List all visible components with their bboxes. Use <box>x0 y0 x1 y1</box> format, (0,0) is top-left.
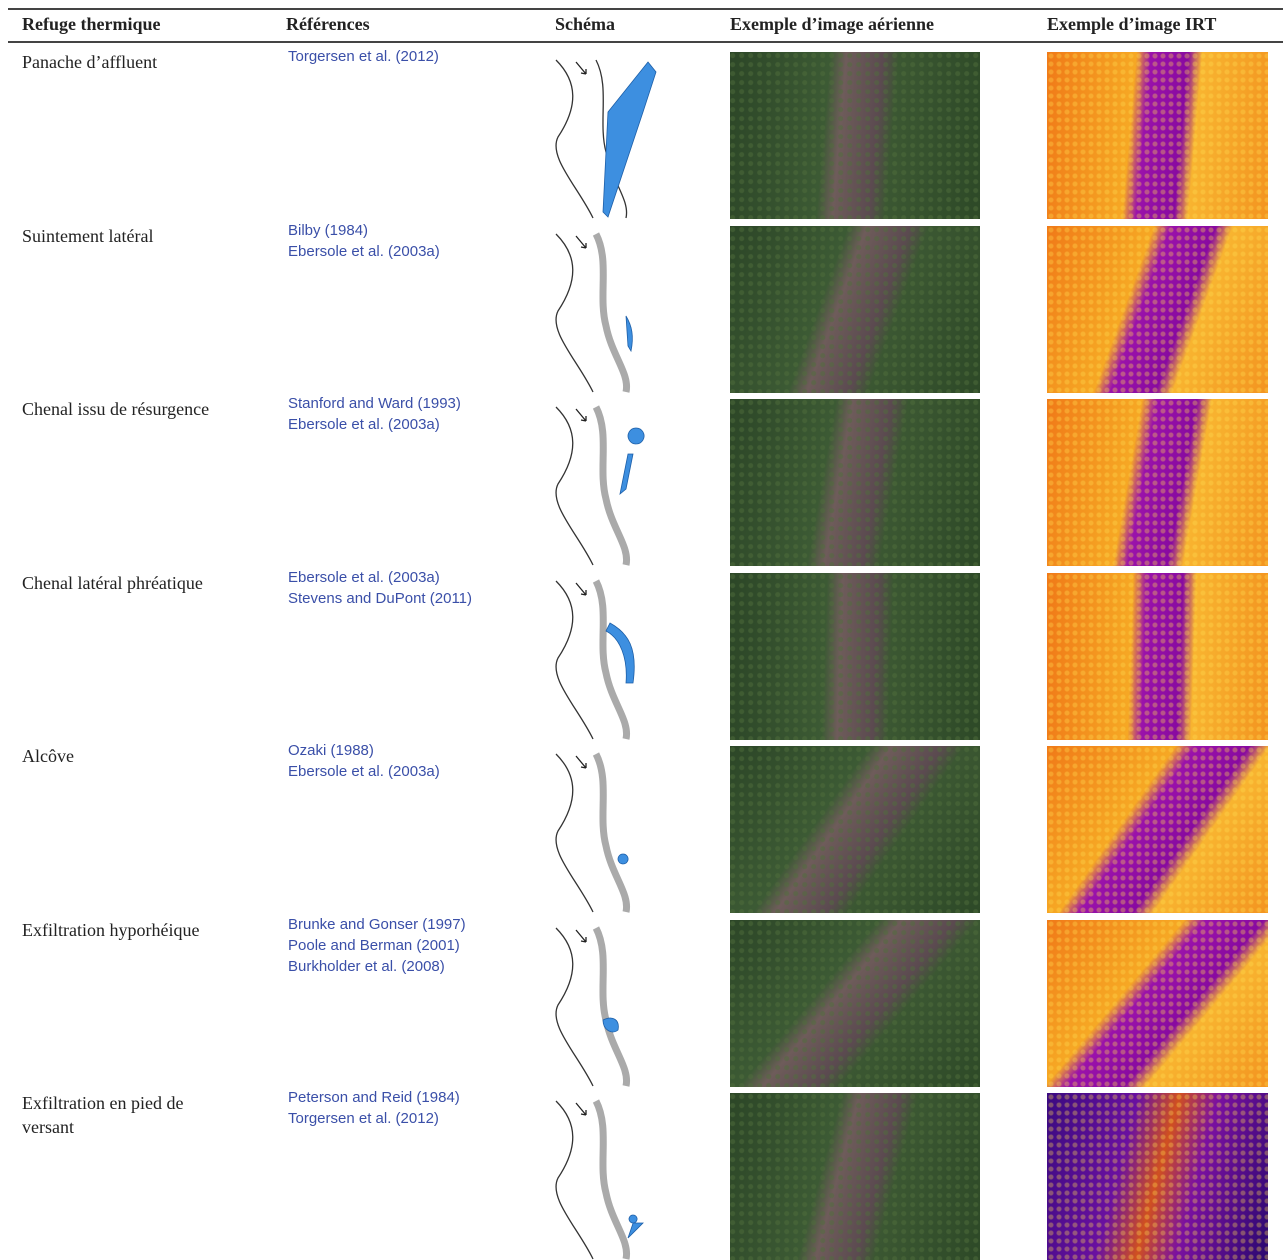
row-label: Exfiltration en pied de versant <box>22 1093 184 1137</box>
flow-arrow <box>575 408 587 422</box>
schema <box>555 405 645 566</box>
row-label: Chenal issu de résurgence <box>22 399 210 419</box>
references: Torgersen et al. (2012) <box>288 46 439 67</box>
row-label: Alcôve <box>22 746 74 766</box>
aerial-image <box>730 919 980 1087</box>
refuge-shape <box>627 1214 644 1239</box>
schema <box>555 578 635 740</box>
top-rule <box>8 8 1283 10</box>
irt-image <box>1047 572 1268 740</box>
irt-image <box>1047 1093 1268 1260</box>
refuge-shape <box>605 621 635 683</box>
schema <box>555 59 657 219</box>
refuge-shape <box>625 315 633 352</box>
column-header: Exemple d’image aérienne <box>730 14 934 34</box>
aerial-image <box>730 399 980 566</box>
bank <box>592 925 631 1087</box>
column-header: Refuge thermique <box>22 14 161 34</box>
header-rule <box>8 41 1283 43</box>
aerial-image <box>730 225 980 393</box>
schema <box>555 752 631 913</box>
irt-image <box>1047 225 1268 393</box>
aerial-image <box>730 572 980 740</box>
reference: Stanford and Ward (1993) <box>288 395 461 412</box>
bank <box>592 231 631 393</box>
irt-image <box>1047 52 1268 219</box>
irt-image <box>1047 399 1268 566</box>
schema <box>555 1099 644 1260</box>
bank <box>592 1099 631 1260</box>
reference: Peterson and Reid (1984) <box>288 1089 460 1106</box>
flow-arrow <box>575 235 587 249</box>
bank <box>555 1100 594 1260</box>
irt-image <box>1047 919 1268 1087</box>
aerial-image <box>730 746 980 913</box>
references: Ebersole et al. (2003a) Stevens and DuPon… <box>288 567 472 609</box>
flow-arrow <box>575 582 587 596</box>
references: Stanford and Ward (1993) Ebersole et al. … <box>288 393 461 435</box>
column-header: Références <box>286 14 370 34</box>
bank <box>592 405 631 566</box>
refuge-shape <box>619 427 645 496</box>
reference: Brunke and Gonser (1997) <box>288 915 466 933</box>
bank <box>555 580 594 739</box>
bank <box>555 753 594 913</box>
references: Bilby (1984) Ebersole et al. (2003a) <box>288 220 440 262</box>
flow-arrow <box>575 929 587 943</box>
refuge-shape <box>602 61 657 218</box>
schema <box>555 231 633 393</box>
flow-arrow <box>575 61 587 75</box>
row-label: Panache d’affluent <box>22 52 158 72</box>
row-label: Suintement latéral <box>22 225 154 246</box>
reference: Torgersen et al. (2012) <box>288 48 439 65</box>
reference: Ebersole et al. (2003a) <box>288 242 440 260</box>
flow-arrow <box>575 755 587 769</box>
row-label: Exfiltration hyporhéique <box>22 919 200 940</box>
column-header: Schéma <box>555 14 615 34</box>
reference: Ebersole et al. (2003a) <box>288 763 440 780</box>
references: Brunke and Gonser (1997) Poole and Berman… <box>288 914 466 977</box>
reference: Stevens and DuPont (2011) <box>288 589 473 607</box>
schema <box>555 925 631 1087</box>
reference: Ozaki (1988) <box>288 742 374 759</box>
reference: Ebersole et al. (2003a) <box>288 568 440 586</box>
irt-image <box>1047 746 1268 913</box>
bank <box>555 406 594 566</box>
bank <box>555 59 594 219</box>
aerial-image <box>730 52 980 219</box>
bank <box>592 752 631 913</box>
refuge-shape <box>602 1017 619 1032</box>
column-header: Exemple d’image IRT <box>1047 14 1217 34</box>
reference: Burkholder et al. (2008) <box>288 957 445 975</box>
bank <box>555 927 594 1086</box>
references: Peterson and Reid (1984) Torgersen et al.… <box>288 1087 460 1129</box>
row-label: Chenal latéral phréatique <box>22 572 203 593</box>
bank <box>592 578 631 740</box>
reference: Poole and Berman (2001) <box>288 936 460 954</box>
reference: Bilby (1984) <box>288 221 369 239</box>
references: Ozaki (1988) Ebersole et al. (2003a) <box>288 740 440 782</box>
reference: Torgersen et al. (2012) <box>288 1110 439 1127</box>
bank <box>555 233 594 392</box>
aerial-image <box>730 1093 980 1260</box>
flow-arrow <box>575 1102 587 1116</box>
refuge-shape <box>617 853 629 865</box>
reference: Ebersole et al. (2003a) <box>288 416 440 433</box>
